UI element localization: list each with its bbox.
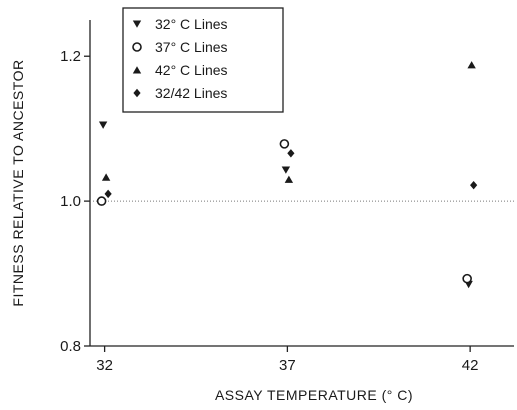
x-tick-label: 42	[462, 357, 479, 374]
data-point-diamond	[287, 149, 295, 158]
x-axis-ticks: 32 37 42	[96, 346, 478, 374]
legend: 32° C Lines 37° C Lines 42° C Lines 32/42 L…	[122, 7, 284, 113]
data-point-triangle-down	[281, 166, 291, 174]
y-tick-label: 1.2	[60, 48, 81, 65]
x-tick-label: 32	[96, 357, 113, 374]
legend-marker-circle-open	[132, 42, 142, 52]
data-point-triangle-up	[284, 175, 294, 183]
data-point-circle-open	[462, 273, 472, 284]
data-point-diamond	[104, 189, 112, 199]
data-point-triangle-up	[101, 173, 111, 181]
data-point-triangle-down	[98, 121, 108, 129]
legend-label: 32/42 Lines	[155, 85, 227, 101]
x-axis-title: ASSAY TEMPERATURE (° C)	[215, 387, 413, 403]
plot-area	[89, 20, 514, 347]
legend-marker-triangle-up	[132, 66, 142, 74]
legend-marker-triangle-down	[132, 20, 142, 28]
data-point-circle-open	[96, 196, 107, 206]
data-points	[96, 61, 478, 289]
legend-label: 37° C Lines	[155, 39, 228, 55]
x-tick-label: 37	[279, 357, 296, 374]
legend-label: 32° C Lines	[155, 16, 228, 32]
y-tick-label: 1.0	[60, 193, 81, 210]
legend-label: 42° C Lines	[155, 62, 228, 78]
y-axis-ticks: 0.8 1.0 1.2	[60, 48, 90, 355]
y-axis-title: FITNESS RELATIVE TO ANCESTOR	[10, 59, 26, 306]
data-point-diamond	[470, 180, 478, 190]
data-point-circle-open	[279, 139, 290, 149]
legend-box	[122, 7, 284, 113]
data-point-triangle-up	[467, 61, 476, 69]
legend-marker-diamond	[133, 88, 141, 98]
y-tick-label: 0.8	[60, 338, 81, 355]
